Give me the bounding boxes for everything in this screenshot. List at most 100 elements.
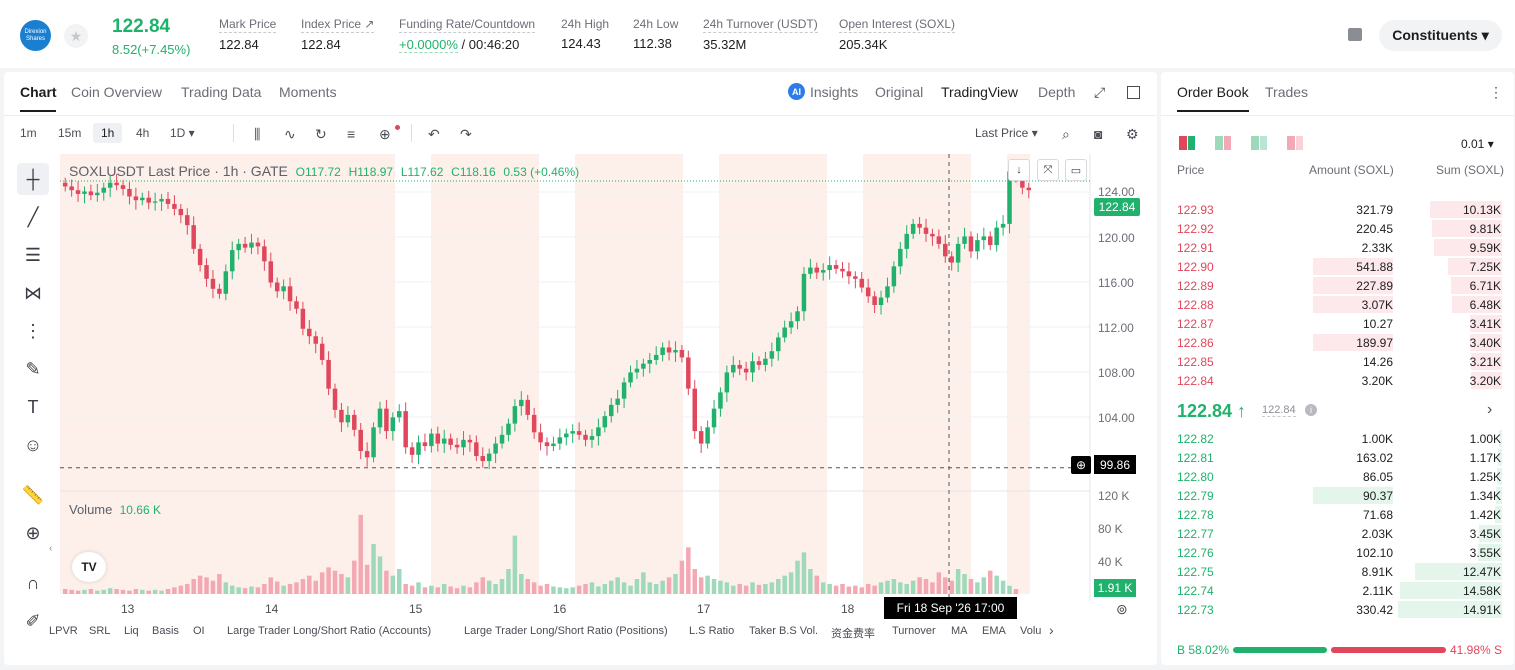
collapse-arrow-icon[interactable]: ↓ xyxy=(1008,159,1030,181)
settings-gear-icon[interactable]: ⚙ xyxy=(1126,126,1139,142)
add-alert-icon[interactable]: ⊕ xyxy=(379,126,391,142)
view-insights[interactable]: Insights xyxy=(810,84,859,100)
stat-funding-rate[interactable]: Funding Rate/Countdown +0.0000% / 00:46:… xyxy=(399,17,536,53)
book-icon[interactable] xyxy=(1348,28,1362,41)
horizontal-lines-icon[interactable]: ☰ xyxy=(24,244,42,265)
view-tradingview[interactable]: TradingView xyxy=(941,84,1019,100)
ask-row[interactable]: 122.89 227.89 6.71K xyxy=(1177,276,1502,295)
indicator-basis[interactable]: Basis xyxy=(152,625,179,637)
chart-settings-icon[interactable]: ⊚ xyxy=(1116,601,1128,617)
indicator-ma[interactable]: MA xyxy=(951,625,968,637)
indicator-lpvr[interactable]: LPVR xyxy=(49,625,78,637)
ask-row[interactable]: 122.92 220.45 9.81K xyxy=(1177,219,1502,238)
ask-row[interactable]: 122.93 321.79 10.13K xyxy=(1177,200,1502,219)
indicator-liq[interactable]: Liq xyxy=(124,625,139,637)
candle-type-icon[interactable]: ⫼ xyxy=(254,126,261,142)
ask-row[interactable]: 122.86 189.97 3.40K xyxy=(1177,333,1502,352)
mode-asks-icon[interactable] xyxy=(1251,136,1267,150)
zoom-in-icon[interactable]: ⊕ xyxy=(25,522,41,543)
ask-row[interactable]: 122.84 3.20K 3.20K xyxy=(1177,371,1502,390)
tab-trading-data[interactable]: Trading Data xyxy=(181,84,262,100)
indicators-icon[interactable]: ∿ xyxy=(284,126,296,142)
candle-body xyxy=(750,361,755,373)
magnet-icon[interactable]: ∩ xyxy=(26,572,40,593)
chart-window-icon[interactable]: ▭ xyxy=(1065,159,1087,181)
tab-chart[interactable]: Chart xyxy=(20,84,57,100)
bid-row[interactable]: 122.73 330.42 14.91K xyxy=(1177,600,1502,619)
indicator-top-ls-accounts[interactable]: Large Trader Long/Short Ratio (Accounts) xyxy=(227,625,432,637)
mode-depth-icon[interactable] xyxy=(1287,136,1303,150)
bid-row[interactable]: 122.74 2.11K 14.58K xyxy=(1177,581,1502,600)
fullscreen-chart-icon[interactable]: ⤧ xyxy=(1037,159,1059,181)
undo-icon[interactable]: ↶ xyxy=(428,126,440,142)
mode-bids-icon[interactable] xyxy=(1215,136,1231,150)
indicator-volume[interactable]: Volu xyxy=(1020,625,1042,637)
precision-dropdown[interactable]: 0.01 ▾ xyxy=(1461,137,1494,151)
lock-drawing-icon[interactable]: ✐ xyxy=(25,610,41,631)
timeframe-1d-dropdown[interactable]: 1D ▾ xyxy=(170,126,195,140)
info-icon[interactable]: i xyxy=(1305,404,1317,416)
tab-trades[interactable]: Trades xyxy=(1265,84,1309,100)
search-icon[interactable]: ⌕ xyxy=(1062,126,1070,142)
price-chart[interactable] xyxy=(60,154,1157,601)
bid-row[interactable]: 122.79 90.37 1.34K xyxy=(1177,486,1502,505)
ask-row[interactable]: 122.90 541.88 7.25K xyxy=(1177,257,1502,276)
volume-bar xyxy=(878,582,884,594)
favorite-star-icon[interactable]: ★ xyxy=(64,24,88,48)
stat-index-price[interactable]: Index Price ↗ 122.84 xyxy=(301,17,375,52)
bid-row[interactable]: 122.80 86.05 1.25K xyxy=(1177,467,1502,486)
indicator-ls-ratio[interactable]: L.S Ratio xyxy=(689,625,735,637)
ask-row[interactable]: 122.85 14.26 3.21K xyxy=(1177,352,1502,371)
ask-row[interactable]: 122.88 3.07K 6.48K xyxy=(1177,295,1502,314)
timeframe-4h[interactable]: 4h xyxy=(136,126,150,140)
bid-row[interactable]: 122.77 2.03K 3.45K xyxy=(1177,524,1502,543)
timeframe-1m[interactable]: 1m xyxy=(20,126,37,140)
bid-row[interactable]: 122.76 102.10 3.55K xyxy=(1177,543,1502,562)
window-icon[interactable] xyxy=(1127,86,1140,99)
indicator-srl[interactable]: SRL xyxy=(89,625,111,637)
tab-moments[interactable]: Moments xyxy=(279,84,337,100)
ask-row[interactable]: 122.91 2.33K 9.59K xyxy=(1177,238,1502,257)
indicator-top-ls-positions[interactable]: Large Trader Long/Short Ratio (Positions… xyxy=(464,625,668,637)
mode-both-icon[interactable] xyxy=(1179,136,1195,150)
indicator-ema[interactable]: EMA xyxy=(982,625,1006,637)
tab-order-book[interactable]: Order Book xyxy=(1177,84,1249,100)
add-order-plus-icon[interactable]: ⊕ xyxy=(1071,456,1091,474)
bid-row[interactable]: 122.75 8.91K 12.47K xyxy=(1177,562,1502,581)
funding-rate-value[interactable]: +0.0000% xyxy=(399,37,458,53)
expand-icon[interactable]: ⤢ xyxy=(1094,84,1106,100)
crosshair-icon[interactable]: ┼ xyxy=(17,163,49,195)
pattern-icon[interactable]: ⋈ xyxy=(24,282,42,303)
brush-icon[interactable]: ✎ xyxy=(25,358,41,379)
trendline-icon[interactable]: ╱ xyxy=(27,206,39,227)
bid-row[interactable]: 122.81 163.02 1.17K xyxy=(1177,448,1502,467)
indicator-funding[interactable]: 资金费率 xyxy=(831,628,875,640)
indicator-taker-bs[interactable]: Taker B.S Vol. xyxy=(749,625,819,637)
emoji-icon[interactable]: ☺ xyxy=(23,434,43,455)
ask-row[interactable]: 122.87 10.27 3.41K xyxy=(1177,314,1502,333)
volume-bar xyxy=(776,579,781,594)
templates-icon[interactable]: ≡ xyxy=(347,126,356,142)
indicator-oi[interactable]: OI xyxy=(193,625,205,637)
more-options-icon[interactable]: ⋮ xyxy=(1489,84,1503,100)
replay-icon[interactable]: ↻ xyxy=(315,126,327,142)
view-original[interactable]: Original xyxy=(875,84,924,100)
bid-row[interactable]: 122.78 71.68 1.42K xyxy=(1177,505,1502,524)
tab-coin-overview[interactable]: Coin Overview xyxy=(71,84,163,100)
tradingview-logo-icon[interactable]: TV xyxy=(72,552,106,582)
price-type-dropdown[interactable]: Last Price ▾ xyxy=(975,126,1038,140)
chevron-right-icon[interactable]: › xyxy=(1487,401,1493,418)
camera-icon[interactable]: ◙ xyxy=(1094,126,1103,142)
indicator-turnover[interactable]: Turnover xyxy=(892,625,936,637)
redo-icon[interactable]: ↷ xyxy=(460,126,472,142)
bid-row[interactable]: 122.82 1.00K 1.00K xyxy=(1177,429,1502,448)
timeframe-15m[interactable]: 15m xyxy=(58,126,82,140)
text-icon[interactable]: T xyxy=(27,396,39,417)
fib-icon[interactable]: ⋮ xyxy=(24,320,42,341)
collapse-left-icon[interactable]: ‹ xyxy=(49,543,53,554)
indicators-next-icon[interactable]: › xyxy=(1049,622,1054,638)
view-depth[interactable]: Depth xyxy=(1038,84,1076,100)
timeframe-1h[interactable]: 1h xyxy=(93,123,123,143)
ruler-icon[interactable]: 📏 xyxy=(21,484,45,505)
constituents-dropdown[interactable]: Constituents ▾ xyxy=(1379,20,1502,51)
